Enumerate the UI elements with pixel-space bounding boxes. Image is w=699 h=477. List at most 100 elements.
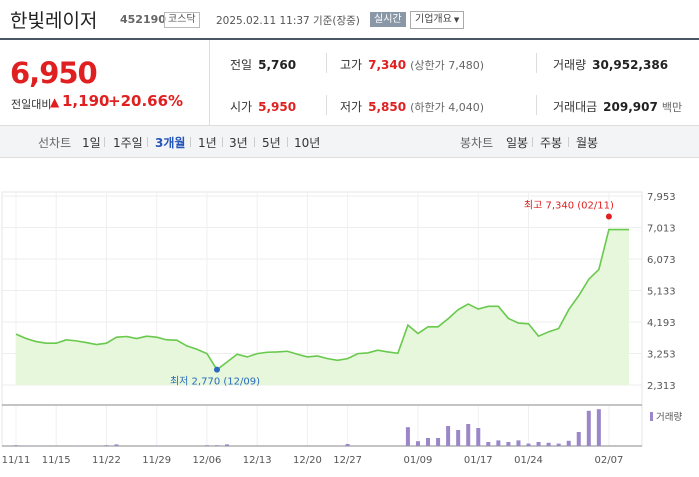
volume-bar — [345, 444, 350, 446]
amount-value: 209,907 — [603, 100, 658, 114]
company-overview-label: 기업개요 — [415, 14, 452, 25]
x-tick-label: 11/22 — [92, 455, 121, 466]
tab-daily[interactable]: 일봉 — [506, 136, 529, 150]
x-tick-label: 11/11 — [2, 455, 31, 466]
volume-bar — [225, 444, 230, 446]
open-value: 5,950 — [258, 100, 297, 114]
tab-monthly[interactable]: 월봉 — [576, 136, 599, 150]
volume-bar — [546, 442, 551, 446]
high-label: 고가 — [340, 58, 363, 72]
high-value: 7,340 — [368, 58, 407, 72]
y-tick-label: 7,013 — [647, 224, 676, 235]
volume-bar — [526, 443, 531, 446]
volume-bar — [486, 442, 491, 446]
max-label: 최고 7,340 (02/11) — [524, 200, 614, 212]
change-label: 전일대비 — [11, 98, 52, 111]
prev-close-label: 전일 — [230, 58, 253, 72]
divider — [326, 95, 327, 115]
tab-1d[interactable]: 1일 — [82, 136, 101, 150]
amount-label: 거래대금 — [553, 100, 598, 114]
price-box: 6,950 전일대비 ▲ 1,190 +20.66% — [0, 40, 210, 126]
max-marker — [605, 213, 612, 220]
volume-legend: 거래량 — [656, 411, 682, 423]
upper-limit: (상한가 7,480) — [410, 59, 484, 72]
volume-bar — [556, 443, 561, 446]
change-value: 1,190 — [62, 92, 110, 110]
volume: 거래량 30,952,386 — [553, 56, 668, 73]
divider — [536, 95, 537, 115]
x-tick-label: 12/20 — [293, 455, 322, 466]
company-overview-button[interactable]: 기업개요 ▼ — [410, 11, 465, 29]
realtime-button[interactable]: 실시간 — [370, 12, 406, 27]
divider — [104, 137, 105, 147]
open-price: 시가 5,950 — [230, 98, 296, 115]
divider — [326, 53, 327, 73]
candle-chart-label: 봉차트 — [460, 136, 494, 150]
volume-bar — [576, 432, 581, 446]
up-arrow-icon: ▲ — [50, 95, 60, 109]
volume-value: 30,952,386 — [592, 58, 669, 72]
x-tick-label: 12/06 — [193, 455, 222, 466]
volume-bar — [104, 445, 109, 446]
divider — [254, 137, 255, 147]
prev-close-value: 5,760 — [258, 58, 297, 72]
current-price: 6,950 — [10, 56, 98, 90]
x-tick-label: 12/27 — [333, 455, 362, 466]
y-tick-label: 6,073 — [647, 255, 676, 266]
tab-5y[interactable]: 5년 — [262, 136, 281, 150]
volume-bar — [405, 427, 410, 446]
y-tick-label: 7,953 — [647, 192, 676, 203]
divider — [536, 53, 537, 73]
volume-bar — [496, 440, 501, 446]
high-price: 고가 7,340 (상한가 7,480) — [340, 56, 484, 73]
low-price: 저가 5,850 (하한가 4,040) — [340, 98, 484, 115]
volume-bar — [456, 430, 461, 446]
line-chart-label: 선차트 — [38, 136, 72, 150]
period-tabs: 선차트 1일 1주일 3개월 1년 3년 5년 10년 봉차트 일봉 주봉 월봉 — [0, 126, 699, 158]
trade-amount: 거래대금 209,907 백만 — [553, 98, 682, 115]
tab-3y[interactable]: 3년 — [229, 136, 248, 150]
volume-bar — [426, 438, 431, 446]
x-tick-label: 12/13 — [243, 455, 272, 466]
divider — [190, 137, 191, 147]
volume-bar — [214, 445, 219, 446]
plot-frame — [1, 191, 643, 447]
divider — [147, 137, 148, 147]
open-label: 시가 — [230, 100, 253, 114]
y-tick-label: 3,253 — [647, 350, 676, 361]
stock-name[interactable]: 한빛레이저 — [10, 10, 98, 32]
volume-bar — [596, 409, 601, 446]
volume-bar — [114, 444, 119, 446]
change-percent: +20.66% — [108, 92, 184, 110]
tab-1w[interactable]: 1주일 — [113, 136, 143, 150]
divider — [222, 137, 223, 147]
divider — [568, 137, 569, 147]
stock-code: 452190 — [120, 13, 166, 26]
volume-bar — [436, 438, 441, 446]
divider — [532, 137, 533, 147]
asof-time: 2025.02.11 11:37 기준(장중) — [216, 15, 360, 27]
title-row: 한빛레이저 452190 코스닥 2025.02.11 11:37 기준(장중)… — [0, 0, 699, 38]
x-tick-label: 02/07 — [594, 455, 623, 466]
amount-unit: 백만 — [661, 101, 683, 114]
price-chart[interactable]: 7,953 7,013 6,073 5,133 4,193 3,253 2,313 11/11… — [0, 158, 699, 477]
tab-1y[interactable]: 1년 — [198, 136, 217, 150]
y-tick-label: 4,193 — [647, 318, 676, 329]
y-tick-label: 5,133 — [647, 287, 676, 298]
volume-bar — [586, 410, 591, 446]
x-tick-label: 01/24 — [514, 455, 543, 466]
chevron-down-icon: ▼ — [453, 16, 460, 24]
x-tick-label: 01/09 — [404, 455, 433, 466]
lower-limit: (하한가 4,040) — [410, 101, 484, 114]
volume-bar — [415, 441, 420, 446]
volume-label: 거래량 — [553, 58, 587, 72]
volume-bar — [506, 442, 511, 446]
tab-3m[interactable]: 3개월 — [155, 136, 186, 150]
tab-10y[interactable]: 10년 — [294, 136, 321, 150]
x-tick-label: 11/29 — [142, 455, 171, 466]
quote-panel: 6,950 전일대비 ▲ 1,190 +20.66% 전일 5,760 고가 7,3… — [0, 38, 699, 126]
price-line — [15, 228, 629, 371]
tab-weekly[interactable]: 주봉 — [540, 136, 563, 150]
low-label: 저가 — [340, 100, 363, 114]
